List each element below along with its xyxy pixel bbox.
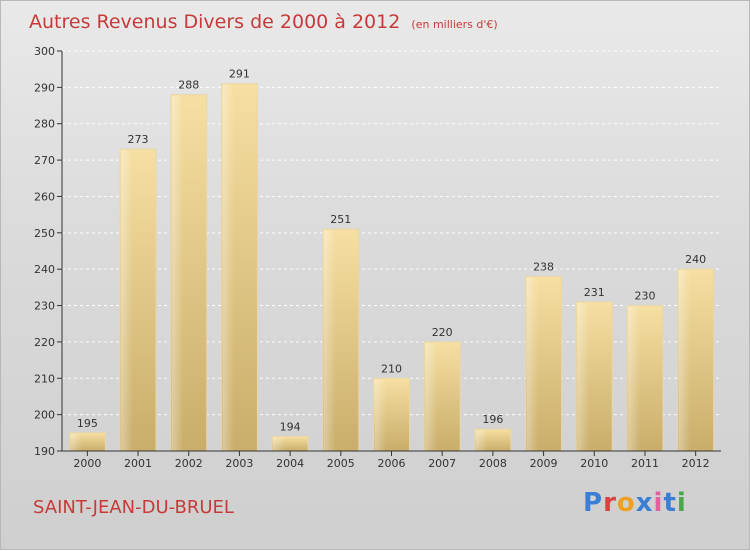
bar-value-label: 273 [128, 133, 149, 146]
bar-value-label: 291 [229, 68, 250, 81]
city-name: SAINT-JEAN-DU-BRUEL [33, 497, 234, 518]
bar-highlight [374, 379, 387, 451]
proxiti-logo[interactable]: Proxiti [583, 488, 687, 518]
y-tick-label: 220 [34, 336, 55, 349]
logo-letter: t [663, 488, 677, 518]
y-tick-label: 210 [34, 372, 55, 385]
bar-value-label: 231 [584, 286, 605, 299]
bar-highlight [222, 84, 235, 452]
logo-letter: r [603, 488, 617, 518]
bar-highlight [425, 342, 438, 451]
x-tick-label: 2004 [276, 457, 304, 470]
bar-highlight [627, 306, 640, 451]
logo-letter: i [676, 488, 687, 518]
bar-value-label: 238 [533, 260, 554, 273]
bar-highlight [70, 433, 83, 451]
chart-title: Autres Revenus Divers de 2000 à 2012 [29, 11, 401, 33]
chart-title-block: Autres Revenus Divers de 2000 à 2012 (en… [29, 11, 498, 33]
bar-value-label: 220 [432, 326, 453, 339]
y-tick-label: 290 [34, 81, 55, 94]
x-tick-label: 2006 [378, 457, 406, 470]
x-tick-label: 2008 [479, 457, 507, 470]
y-tick-label: 190 [34, 445, 55, 458]
logo-letter: P [583, 488, 604, 518]
bar-value-label: 251 [330, 213, 351, 226]
y-tick-label: 230 [34, 300, 55, 313]
y-tick-label: 200 [34, 409, 55, 422]
x-tick-label: 2007 [428, 457, 456, 470]
bars-group: 195 273 288 291 194 251 210 220 196 238 231 230 240 [68, 68, 715, 452]
bar-value-label: 195 [77, 417, 98, 430]
x-tick-label: 2011 [631, 457, 659, 470]
bar-value-label: 210 [381, 362, 402, 375]
y-tick-label: 250 [34, 227, 55, 240]
y-tick-label: 280 [34, 118, 55, 131]
bar-highlight [273, 437, 286, 451]
y-tick-label: 240 [34, 263, 55, 276]
bar-highlight [121, 150, 134, 451]
y-tick-label: 260 [34, 190, 55, 203]
y-tick-label: 270 [34, 154, 55, 167]
bar-highlight [475, 430, 488, 451]
logo-letter: i [653, 488, 664, 518]
bar-value-label: 288 [178, 79, 199, 92]
bar-value-label: 194 [280, 420, 301, 433]
bar-value-label: 196 [482, 413, 503, 426]
x-tick-label: 2009 [530, 457, 558, 470]
bar-highlight [323, 230, 336, 451]
x-tick-label: 2012 [682, 457, 710, 470]
bar-highlight [171, 95, 184, 452]
chart-unit-note: (en milliers d'€) [411, 18, 498, 31]
bar-highlight [526, 277, 539, 451]
bar-highlight [577, 302, 590, 451]
x-tick-label: 2005 [327, 457, 355, 470]
bar-value-label: 240 [685, 253, 706, 266]
x-tick-label: 2003 [225, 457, 253, 470]
logo-letter: x [635, 488, 654, 518]
logo-letter: o [616, 488, 636, 518]
x-tick-label: 2002 [175, 457, 203, 470]
bar-value-label: 230 [634, 290, 655, 303]
bar-highlight [678, 270, 691, 451]
x-tick-label: 2010 [580, 457, 608, 470]
x-tick-label: 2001 [124, 457, 152, 470]
axes: 190 200 210 220 230 240 250 260 270 280 290 300 2000… [34, 45, 721, 470]
x-tick-label: 2000 [73, 457, 101, 470]
y-tick-label: 300 [34, 45, 55, 58]
